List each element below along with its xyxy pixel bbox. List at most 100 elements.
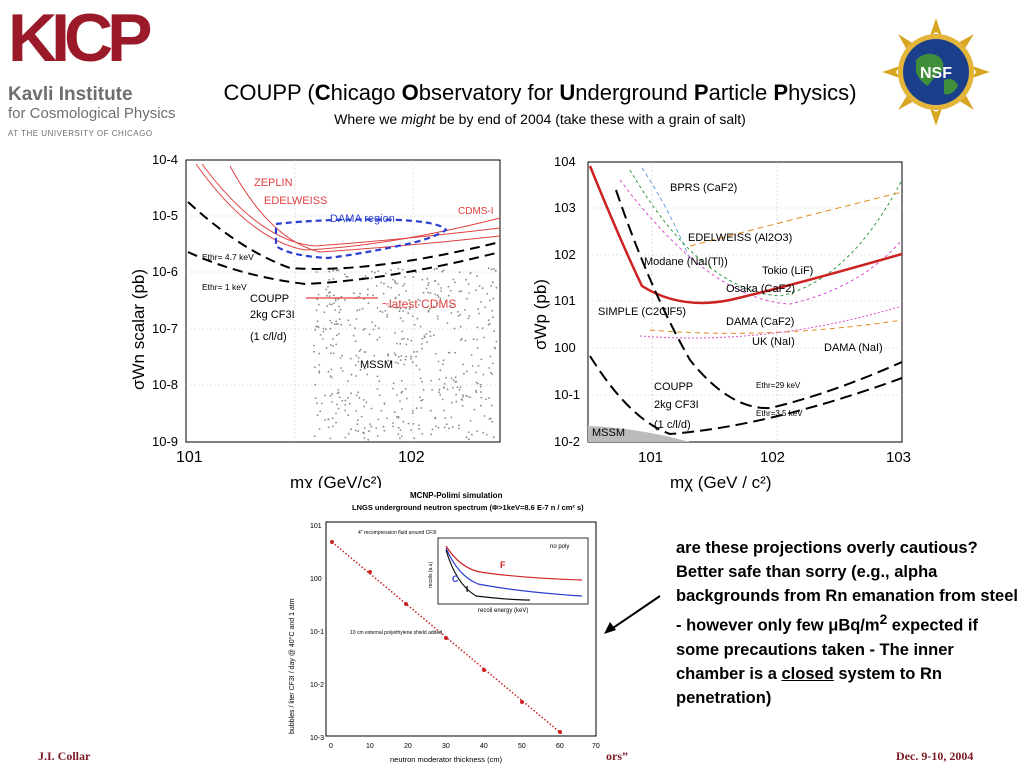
mssm-dot [396,282,398,285]
mssm-dot [487,267,490,270]
simple-curve [588,165,903,305]
edelweiss-curve-right [629,169,903,297]
inset-curve-I [445,549,531,601]
mssm-dot [413,351,416,353]
sim-xtick-1: 0 [329,743,333,750]
mssm-dot [459,386,462,388]
mssm-dot [382,425,385,428]
mssm-dot [483,415,486,417]
mssm-dot [473,408,476,411]
mssm-dot [455,393,457,396]
sim-xlabel: neutron moderator thickness (cm) [390,755,503,764]
mssm-dot [481,327,484,330]
mssm-dot [458,388,461,391]
mssm-dot [330,376,333,379]
mssm-dot [427,291,429,294]
mssm-dot [331,425,334,428]
mssm-dot [357,295,360,298]
mssm-dot [346,380,349,382]
mssm-dot [460,339,462,341]
mssm-dot [387,285,390,288]
mssm-dot [417,298,420,301]
mssm-dot [377,327,380,330]
sim-ytick-1: 101 [310,523,322,530]
latest-cdms-label: ~latest CDMS [382,297,456,311]
mssm-dot [442,363,444,366]
mssm-dot [387,359,390,362]
mssm-dot [354,364,357,367]
mssm-dot [492,316,494,318]
mssm-dot [438,378,441,381]
mssm-dot [357,391,360,394]
mssm-dot [476,347,479,349]
mssm-dot [466,370,468,373]
title-rest-3: nderground [575,80,694,105]
coupp-ethr1-curve [187,251,501,286]
mssm-dot [465,278,467,281]
mssm-dot [434,417,436,420]
dama-nai-label: DAMA (NaI) [824,342,883,354]
mssm-dot [386,313,389,316]
mssm-dot [421,278,424,281]
mssm-dot [344,399,347,402]
mssm-dot [418,424,420,426]
mssm-dot [417,304,420,306]
mssm-dot [436,294,439,297]
mssm-dot [354,340,357,343]
mssm-dot [394,354,397,356]
mssm-dot [492,362,494,365]
mssm-dot [401,390,404,393]
mssm-dot [452,386,454,389]
mssm-dot [367,288,369,291]
mssm-dot [378,394,381,397]
mssm-dot [337,298,340,300]
mssm-dot [458,290,461,293]
mssm-dot [380,409,383,412]
mssm-dot [340,323,342,326]
mssm-dot [329,437,332,440]
mssm-dot [337,269,340,272]
mssm-dot [328,295,331,297]
mssm-dot [467,283,470,286]
mssm-dot [420,407,423,409]
mssm-dot [481,287,484,290]
mssm-dot [495,286,498,289]
mssm-dot [452,379,455,382]
mssm-dot [490,285,492,287]
mssm-dot [416,317,419,320]
cdms-curve [229,165,501,253]
mssm-dot [355,354,358,357]
mssm-dot [485,433,488,436]
note-part3: expected if some precautions taken - The… [676,616,979,683]
mssm-dot [347,396,349,399]
mssm-dot [399,359,402,361]
mssm-dot [437,360,440,363]
mssm-dot [394,361,397,364]
mssm-dot [426,341,429,344]
mssm-dot [316,298,319,301]
mssm-dot [475,289,477,292]
right-ytick-4: 101 [554,293,576,308]
mssm-dot [355,375,358,377]
mssm-dot [360,415,363,418]
mssm-dot [392,382,395,385]
mssm-dot [344,404,347,406]
mssm-dot [495,340,498,343]
mssm-dot [437,283,440,286]
mssm-dot [392,278,394,281]
mssm-dot [476,275,478,277]
mssm-dot [461,405,464,407]
mssm-dot [370,407,373,410]
mssm-dot [411,315,414,317]
mssm-dot [402,285,404,287]
mssm-dot [464,309,466,311]
mssm-dot [493,330,495,333]
mssm-dot [363,351,366,353]
kicp-logo: KICP Kavli Institute for Cosmological Ph… [8,4,208,144]
mssm-dot [466,395,469,398]
mssm-dot [476,338,478,341]
mssm-dot [344,409,346,412]
mssm-dot [478,285,481,287]
mssm-dot [319,410,322,413]
mssm-dot [327,370,330,373]
